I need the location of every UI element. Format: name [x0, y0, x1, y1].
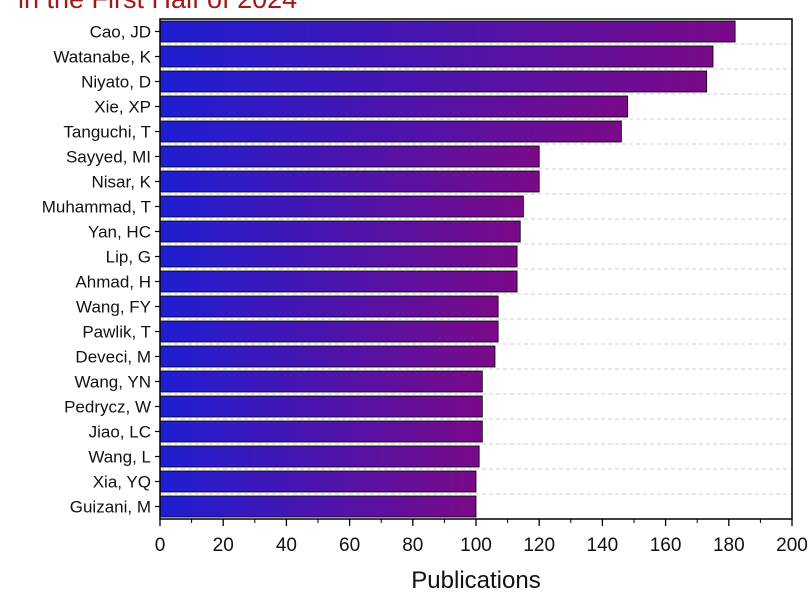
category-label: Nisar, K: [91, 173, 151, 192]
category-labels: Cao, JD Watanabe, K Niyato, D Xie, XP Tanguc…: [42, 23, 152, 517]
category-label: Lip, G: [106, 248, 151, 267]
x-tick-label: 160: [650, 535, 682, 556]
bar-watanabe-k: [159, 45, 714, 68]
bar-cao-jd: [159, 20, 736, 43]
category-label: Jiao, LC: [89, 423, 151, 442]
bar-tanguchi-t: [159, 120, 622, 143]
bars: [159, 20, 736, 518]
bar-yan-hc: [159, 220, 521, 243]
category-label: Yan, HC: [88, 223, 151, 242]
x-tick-label: 100: [460, 535, 492, 556]
x-tick-label: 80: [402, 535, 423, 556]
bar-ahmad-h: [159, 270, 518, 293]
bar-lip-g: [159, 245, 518, 268]
bar-wang-l: [159, 445, 480, 468]
x-axis-title: Publications: [411, 567, 540, 594]
bar-muhammad-t: [159, 195, 524, 218]
bar-jiao-lc: [159, 420, 483, 443]
bar-nisar-k: [159, 170, 540, 193]
category-label: Pedrycz, W: [64, 398, 151, 417]
category-label: Guizani, M: [70, 498, 151, 517]
bar-xie-xp: [159, 95, 629, 118]
x-tick-label: 180: [713, 535, 745, 556]
category-label: Tanguchi, T: [63, 123, 151, 142]
category-label: Ahmad, H: [75, 273, 151, 292]
category-label: Watanabe, K: [53, 48, 151, 67]
bar-wang-fy: [159, 295, 499, 318]
category-label: Wang, YN: [74, 373, 151, 392]
grid-lines: [160, 18, 792, 495]
plot-frame: [159, 18, 793, 520]
category-label: Muhammad, T: [42, 198, 151, 217]
x-tick-label: 200: [776, 535, 808, 556]
category-label: Wang, FY: [76, 298, 151, 317]
bar-guizani-m: [159, 495, 477, 518]
category-label: Wang, L: [88, 448, 151, 467]
category-label: Sayyed, MI: [66, 148, 151, 167]
x-axis-ticks: 0 20 40 60 80 100 120 140 160 180 200: [155, 30, 808, 556]
bar-wang-yn: [159, 370, 483, 393]
category-label: Cao, JD: [90, 23, 151, 42]
x-tick-label: 60: [339, 535, 360, 556]
x-tick-label: 140: [587, 535, 619, 556]
bar-pawlik-t: [159, 320, 499, 343]
x-tick-label: 20: [213, 535, 234, 556]
chart-title: in the First Half of 2024: [18, 0, 297, 15]
bar-xia-yq: [159, 470, 477, 493]
bar-pedrycz-w: [159, 395, 483, 418]
category-label: Niyato, D: [81, 73, 151, 92]
x-tick-label: 0: [155, 535, 166, 556]
category-label: Xia, YQ: [93, 473, 151, 492]
category-label: Deveci, M: [75, 348, 151, 367]
bar-sayyed-mi: [159, 145, 540, 168]
x-tick-label: 120: [523, 535, 555, 556]
bar-deveci-m: [159, 345, 496, 368]
x-tick-label: 40: [276, 535, 297, 556]
bar-niyato-d: [159, 70, 708, 93]
category-label: Pawlik, T: [82, 323, 151, 342]
category-label: Xie, XP: [94, 98, 151, 117]
